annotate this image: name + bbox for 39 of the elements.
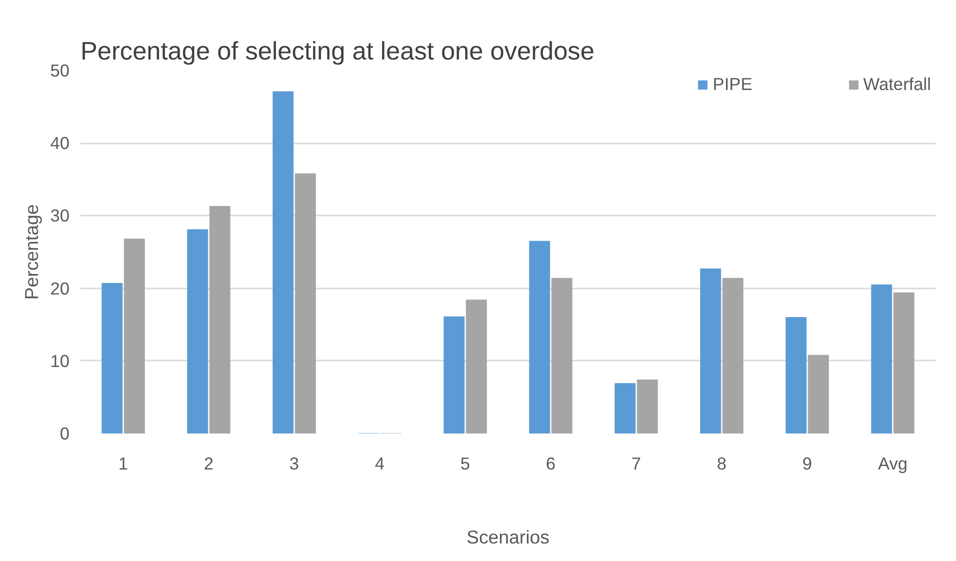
bar	[893, 292, 914, 434]
x-tick-label: 2	[204, 454, 214, 474]
bar	[614, 383, 636, 434]
bar	[209, 206, 230, 434]
y-tick-label: 40	[50, 133, 70, 154]
bar	[102, 282, 123, 434]
bar	[187, 229, 208, 434]
bar	[871, 284, 892, 434]
x-tick-label: 3	[289, 454, 300, 474]
x-tick-label: 7	[631, 454, 642, 474]
bar	[700, 268, 722, 434]
y-tick-label: 10	[50, 350, 70, 371]
x-tick-label: 9	[802, 454, 812, 474]
x-tick-label: 8	[716, 454, 727, 474]
x-tick-label: 1	[118, 454, 128, 474]
bar	[444, 316, 465, 434]
bar	[294, 173, 316, 434]
bar	[272, 91, 294, 434]
y-axis-title: Percentage	[21, 204, 42, 300]
x-axis-title: Scenarios	[466, 526, 550, 548]
legend-label: Waterfall	[863, 74, 931, 95]
bar	[786, 317, 807, 434]
y-tick-label: 20	[50, 278, 70, 298]
y-tick-label: 30	[50, 206, 70, 226]
x-tick-label: 6	[546, 454, 556, 474]
bar	[636, 380, 658, 434]
bar	[529, 240, 550, 434]
x-tick-label: 4	[374, 454, 385, 474]
bar	[808, 354, 829, 434]
x-tick-label: 5	[460, 454, 470, 474]
y-tick-label: 0	[60, 424, 70, 444]
bar	[466, 300, 487, 434]
bar	[124, 238, 145, 434]
y-tick-label: 50	[50, 60, 70, 80]
bar	[551, 278, 572, 434]
bar	[722, 278, 744, 434]
legend-label: PIPE	[712, 74, 752, 95]
chart-title: Percentage of selecting at least one overdose	[80, 38, 594, 66]
x-tick-label: Avg	[878, 454, 908, 474]
